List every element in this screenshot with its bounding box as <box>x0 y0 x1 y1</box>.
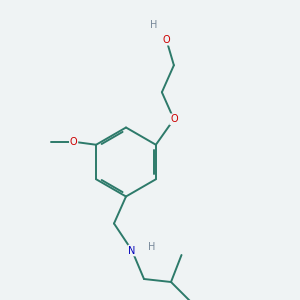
Text: H: H <box>150 20 158 30</box>
Text: O: O <box>170 114 178 124</box>
Text: O: O <box>163 35 170 45</box>
Text: H: H <box>148 242 155 253</box>
Text: N: N <box>128 245 136 256</box>
Text: O: O <box>70 137 77 147</box>
